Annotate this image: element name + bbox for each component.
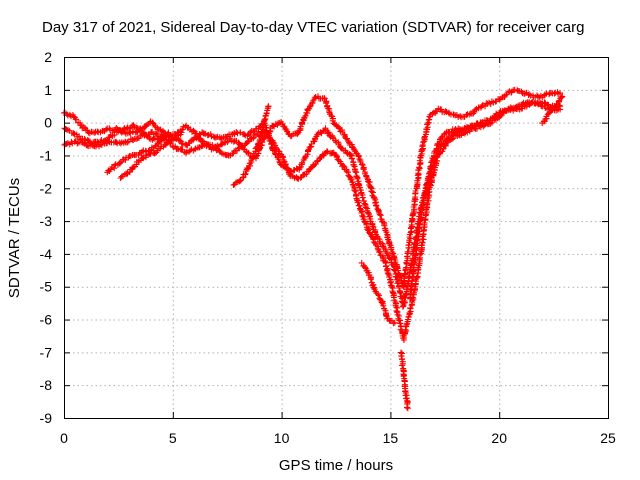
y-tick-labels: 2 1 0 -1 -2 -3 -4 -5 -6 -7 -8 -9 — [40, 49, 53, 426]
point-markers — [104, 129, 172, 176]
data-points — [61, 86, 566, 412]
x-tick-label: 10 — [274, 430, 290, 446]
y-tick-label: -9 — [40, 410, 53, 426]
chart-title: Day 317 of 2021, Sidereal Day-to-day VTE… — [42, 19, 584, 36]
y-tick-label: -3 — [40, 213, 53, 229]
point-markers — [61, 99, 564, 343]
point-markers — [117, 129, 185, 181]
point-markers — [407, 119, 485, 302]
y-tick-label: -1 — [40, 147, 53, 163]
point-markers — [398, 349, 411, 412]
series-track-a — [61, 86, 564, 290]
x-tick-label: 25 — [600, 430, 616, 446]
x-tick-label: 0 — [60, 430, 68, 446]
y-tick-label: 2 — [44, 49, 52, 65]
x-tick-label: 5 — [169, 430, 177, 446]
x-axis-label: GPS time / hours — [279, 457, 393, 474]
grid — [64, 57, 608, 418]
tick-marks — [64, 57, 609, 419]
series-segment-g — [358, 259, 398, 327]
y-tick-label: -2 — [40, 180, 53, 196]
point-markers — [230, 103, 272, 188]
y-tick-label: -8 — [40, 377, 53, 393]
y-tick-label: -6 — [40, 312, 53, 328]
series-segment-f — [230, 103, 272, 188]
y-tick-label: -5 — [40, 279, 53, 295]
series-segment-j — [539, 93, 566, 127]
y-tick-label: 1 — [44, 82, 52, 98]
point-markers — [358, 259, 398, 327]
y-axis-label: SDTVAR / TECUs — [6, 178, 23, 298]
y-tick-label: -7 — [40, 344, 53, 360]
y-tick-label: -4 — [40, 246, 53, 262]
series-track-b — [61, 99, 564, 310]
x-tick-label: 15 — [383, 430, 399, 446]
point-markers — [61, 99, 564, 310]
series-segment-e — [117, 129, 185, 181]
point-markers — [61, 86, 564, 290]
series-segment-d — [104, 129, 172, 176]
point-markers — [539, 93, 566, 127]
series-segment-i — [407, 119, 485, 302]
series-segment-h — [398, 349, 411, 412]
plot-frame — [64, 57, 609, 419]
y-tick-label: 0 — [44, 115, 52, 131]
series-track-c — [61, 99, 564, 343]
x-tick-labels: 0 5 10 15 20 25 — [60, 430, 616, 446]
x-tick-label: 20 — [491, 430, 507, 446]
